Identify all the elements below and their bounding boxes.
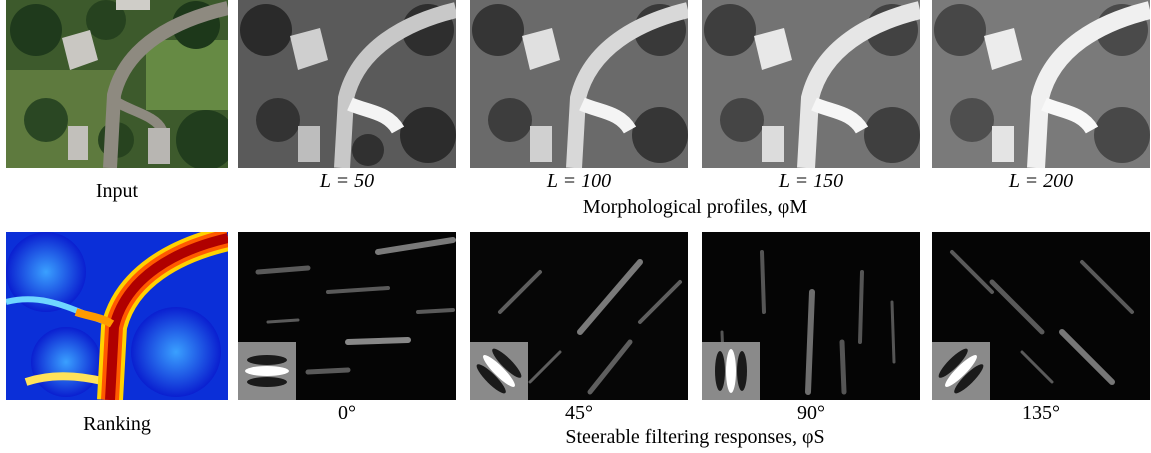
gabor-kernel-45-icon xyxy=(470,342,528,400)
input-aerial-image xyxy=(6,0,228,168)
input-caption: Input xyxy=(95,180,139,202)
steerable-response-45deg xyxy=(470,232,688,400)
morphological-profiles-caption: Morphological profiles, φM xyxy=(582,196,808,218)
angle-caption-135: 135° xyxy=(1022,402,1060,424)
steerable-filtering-caption: Steerable filtering responses, φS xyxy=(565,426,825,448)
angle-caption-90: 90° xyxy=(797,402,825,424)
profile-caption-l150: L = 150 xyxy=(778,170,844,192)
angle-caption-45: 45° xyxy=(565,402,593,424)
gabor-kernel-90-icon xyxy=(702,342,760,400)
morph-profile-l100 xyxy=(470,0,688,168)
profile-caption-l50: L = 50 xyxy=(319,170,375,192)
morph-profile-l150 xyxy=(702,0,920,168)
steerable-response-90deg xyxy=(702,232,920,400)
profile-caption-l100: L = 100 xyxy=(546,170,612,192)
steerable-response-0deg xyxy=(238,232,456,400)
morph-profile-l200 xyxy=(932,0,1150,168)
steerable-response-135deg xyxy=(932,232,1150,400)
profile-caption-l200: L = 200 xyxy=(1008,170,1074,192)
gabor-kernel-135-icon xyxy=(932,342,990,400)
ranking-heatmap xyxy=(6,232,228,400)
gabor-kernel-0-icon xyxy=(238,342,296,400)
morph-profile-l50 xyxy=(238,0,456,168)
ranking-caption: Ranking xyxy=(83,413,151,435)
angle-caption-0: 0° xyxy=(338,402,356,424)
